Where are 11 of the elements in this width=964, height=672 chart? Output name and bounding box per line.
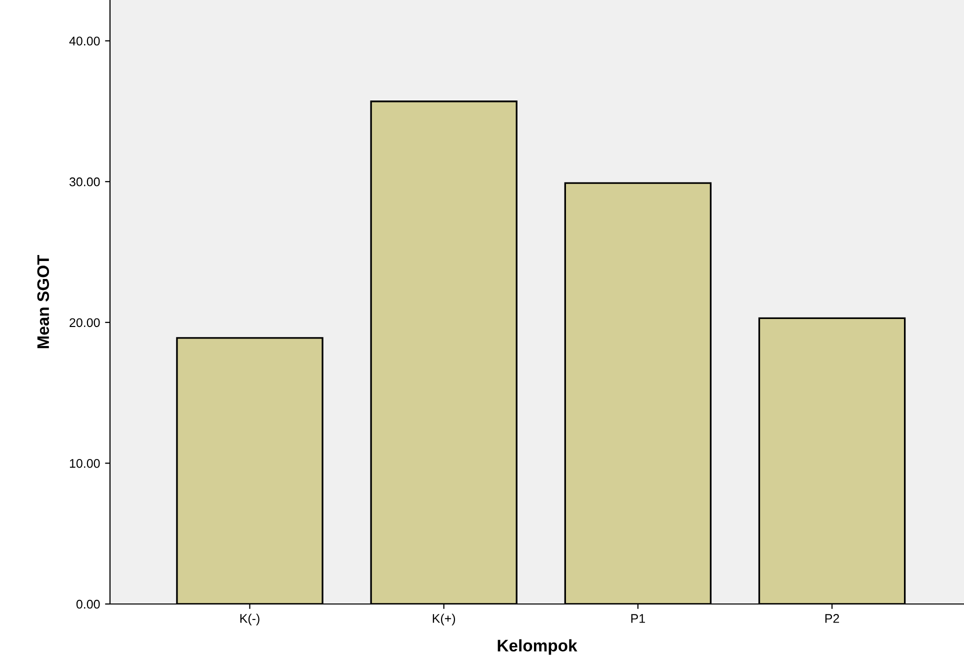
x-tick-label: P1 [631, 614, 645, 623]
x-tick-label: K(-) [240, 614, 260, 626]
y-tick-label: 30.00 [69, 177, 100, 186]
y-tick-label: 40.00 [69, 36, 100, 46]
x-tick-label: P2 [825, 614, 840, 623]
x-tick-label: K(+) [432, 614, 456, 626]
y-tick-label: 10.00 [70, 459, 100, 468]
x-axis-title: Kelompok [498, 639, 578, 655]
y-axis-title: Mean SGOT [37, 254, 50, 348]
y-tick-label: 20.00 [70, 318, 100, 328]
y-tick-label: 0.00 [76, 600, 100, 609]
